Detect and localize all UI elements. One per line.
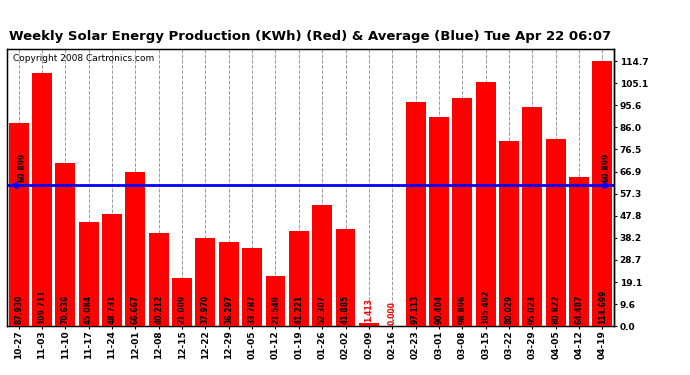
Bar: [429, 117, 449, 326]
Text: 45.084: 45.084: [84, 295, 93, 324]
Text: 90.404: 90.404: [435, 295, 444, 324]
Bar: [32, 72, 52, 326]
Bar: [289, 231, 308, 326]
Text: 87.930: 87.930: [14, 295, 23, 324]
Text: 0.000: 0.000: [388, 301, 397, 325]
Bar: [313, 205, 332, 326]
Bar: [569, 177, 589, 326]
Text: 33.787: 33.787: [248, 294, 257, 324]
Bar: [522, 106, 542, 326]
Text: 109.711: 109.711: [37, 290, 46, 324]
Bar: [55, 163, 75, 326]
Text: 66.667: 66.667: [131, 295, 140, 324]
Bar: [79, 222, 99, 326]
Text: Copyright 2008 Cartronics.com: Copyright 2008 Cartronics.com: [13, 54, 155, 63]
Bar: [475, 82, 495, 326]
Bar: [149, 233, 168, 326]
Bar: [219, 242, 239, 326]
Text: Weekly Solar Energy Production (KWh) (Red) & Average (Blue) Tue Apr 22 06:07: Weekly Solar Energy Production (KWh) (Re…: [10, 30, 611, 43]
Bar: [359, 323, 379, 326]
Text: 41.885: 41.885: [341, 295, 350, 324]
Text: 41.221: 41.221: [295, 295, 304, 324]
Text: 114.699: 114.699: [598, 290, 607, 324]
Bar: [9, 123, 28, 326]
Bar: [126, 172, 146, 326]
Text: 97.113: 97.113: [411, 295, 420, 324]
Bar: [499, 141, 519, 326]
Text: 21.009: 21.009: [177, 295, 186, 324]
Text: 98.896: 98.896: [457, 295, 467, 324]
Text: 21.549: 21.549: [271, 295, 280, 324]
Text: 80.822: 80.822: [551, 295, 560, 324]
Bar: [546, 140, 566, 326]
Bar: [242, 248, 262, 326]
Text: 64.487: 64.487: [575, 295, 584, 324]
Text: 48.731: 48.731: [108, 295, 117, 324]
Bar: [453, 98, 472, 326]
Text: 70.636: 70.636: [61, 295, 70, 324]
Text: 60.899: 60.899: [602, 153, 611, 182]
Bar: [172, 278, 192, 326]
Text: 105.492: 105.492: [481, 290, 490, 324]
Text: 36.297: 36.297: [224, 295, 233, 324]
Text: 52.307: 52.307: [317, 295, 326, 324]
Bar: [266, 276, 286, 326]
Bar: [195, 238, 215, 326]
Bar: [406, 102, 426, 326]
Text: 1.413: 1.413: [364, 298, 373, 322]
Text: 80.029: 80.029: [504, 295, 513, 324]
Text: 60.899: 60.899: [17, 153, 27, 182]
Bar: [335, 230, 355, 326]
Text: 37.970: 37.970: [201, 295, 210, 324]
Text: 40.212: 40.212: [154, 295, 164, 324]
Bar: [102, 213, 122, 326]
Text: 95.023: 95.023: [528, 295, 537, 324]
Bar: [593, 61, 612, 326]
